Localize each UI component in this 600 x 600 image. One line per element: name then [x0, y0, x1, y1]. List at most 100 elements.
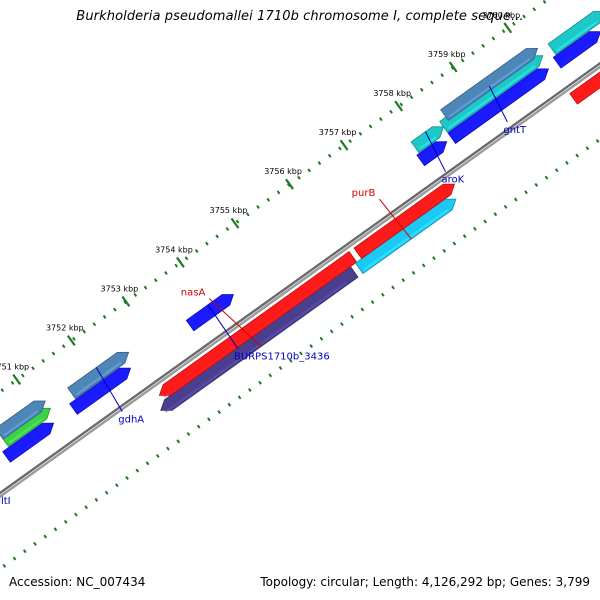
gene-arrow-g-purple-1[interactable]: [160, 266, 359, 411]
tick-dot: [143, 285, 148, 290]
leader-line: [207, 304, 239, 349]
tick-dot: [575, 153, 580, 158]
gene-highlight: [577, 83, 600, 102]
tick-dot: [184, 256, 189, 261]
tick-dot: [41, 358, 46, 363]
gene-highlight: [8, 417, 44, 444]
tick-mark: [230, 217, 240, 229]
tick-mark: [339, 139, 349, 151]
gene-arrow-g-steel-3[interactable]: [67, 351, 130, 400]
tick-dot: [493, 212, 498, 217]
tick-label: 3759 kbp: [428, 50, 466, 59]
gene-arrow-g-blue-7[interactable]: [552, 31, 600, 69]
tick-dot: [440, 73, 445, 78]
gene-label-aroK[interactable]: aroK: [441, 175, 464, 186]
gene-label-gltI[interactable]: gltI: [0, 496, 11, 507]
gene-arrow-g-steel-4[interactable]: [440, 47, 539, 121]
tick-dot: [43, 534, 48, 539]
tick-dot: [338, 146, 342, 151]
tick-dot: [350, 314, 354, 319]
tick-dot: [432, 256, 436, 261]
tick-dot: [72, 336, 76, 341]
tick-mark: [66, 334, 76, 346]
tick-dot: [256, 205, 260, 210]
gene-arrow-g-blue-3[interactable]: [69, 367, 132, 415]
tick-dot: [194, 248, 199, 253]
tick-dot: [164, 270, 168, 275]
tick-dot: [20, 373, 25, 378]
label-leaders: [95, 85, 508, 412]
tick-dot: [227, 402, 232, 407]
tick-dot: [460, 58, 465, 63]
leader-line: [488, 85, 508, 123]
tick-dot: [340, 322, 344, 327]
tick-dot: [22, 549, 27, 554]
leader-line: [425, 131, 446, 172]
gene-arrow-g-teal-3[interactable]: [547, 10, 600, 55]
gene-arrow-g-red-3[interactable]: [569, 41, 600, 105]
tick-dot: [207, 417, 211, 422]
gene-label-BURPS1710b_3436[interactable]: BURPS1710b_3436: [234, 352, 330, 363]
leader-line: [95, 367, 123, 412]
gene-arrow-g-blue-5[interactable]: [416, 141, 448, 167]
tick-dot: [135, 468, 140, 473]
tick-label: 3751 kbp: [0, 363, 29, 372]
tick-mark: [448, 61, 458, 73]
gene-arrow-g-sky-1[interactable]: [354, 198, 457, 275]
gene-highlight: [419, 136, 437, 150]
tick-dot: [84, 505, 88, 510]
tick-dot: [565, 160, 569, 165]
tick-dot: [266, 197, 271, 202]
tick-dot: [534, 182, 539, 187]
tick-label: 3760 kbp: [482, 11, 520, 20]
gene-highlight: [10, 432, 47, 460]
tick-dot: [317, 161, 322, 166]
tick-dot: [123, 300, 127, 305]
tick-dot: [513, 197, 518, 202]
tick-dot: [370, 300, 375, 305]
tick-dot: [532, 7, 537, 12]
tick-dot: [278, 366, 283, 371]
tick-dot: [133, 292, 138, 297]
gene-arrow-g-teal-2[interactable]: [439, 55, 544, 133]
gene-arrow-g-teal-1[interactable]: [410, 126, 445, 154]
tick-dot: [166, 446, 170, 451]
tick-label: 3753 kbp: [101, 284, 139, 293]
tick-dot: [421, 263, 426, 268]
tick-dot: [153, 278, 158, 283]
backbone-line: [0, 65, 600, 499]
tick-label: 3752 kbp: [46, 323, 84, 332]
tick-dot: [544, 175, 549, 180]
tick-dot: [237, 395, 242, 400]
gene-label-nasA[interactable]: nasA: [181, 287, 206, 298]
gene-labels: nasA purB BURPS1710b_3436 gdhA gltI aroK gntT: [0, 125, 527, 507]
gene-arrow-g-blue-6[interactable]: [447, 68, 549, 145]
gene-arrow-g-blue-4[interactable]: [185, 294, 234, 332]
tick-dot: [92, 322, 97, 327]
tick-dot: [115, 483, 119, 488]
tick-dot: [419, 87, 424, 92]
tick-dot: [104, 490, 109, 495]
tick-dot: [481, 43, 485, 48]
tick-dot: [542, 0, 547, 4]
tick-mark: [285, 178, 294, 190]
gene-label-gdhA[interactable]: gdhA: [118, 414, 144, 425]
gene-highlight: [165, 281, 348, 413]
gene-arrow-g-red-1[interactable]: [158, 251, 358, 396]
tick-dot: [585, 146, 590, 151]
tick-label: 3755 kbp: [210, 206, 248, 215]
gene-label-purB[interactable]: purB: [352, 188, 376, 199]
tick-dot: [113, 307, 117, 312]
gene-arrow-g-red-2[interactable]: [353, 183, 456, 260]
tick-dot: [288, 358, 293, 363]
gene-highlight: [362, 193, 448, 256]
gene-arrow-g-blue-2[interactable]: [2, 422, 55, 463]
tick-dot: [268, 373, 273, 378]
tick-dot: [389, 109, 393, 114]
tick-dot: [327, 153, 332, 158]
gene-label-gntT[interactable]: gntT: [503, 125, 527, 136]
gene-highlight: [75, 361, 122, 396]
tick-dot: [360, 307, 365, 312]
tick-dot: [10, 380, 15, 385]
